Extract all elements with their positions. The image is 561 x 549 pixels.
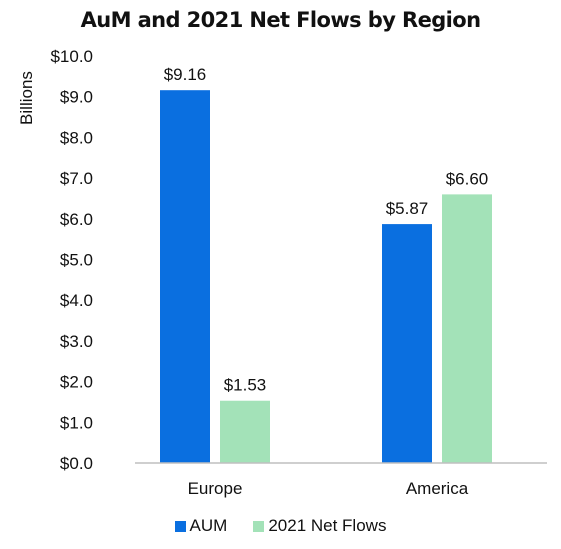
legend-item-net-flows: 2021 Net Flows [253,516,386,536]
legend-label-aum: AUM [189,516,228,535]
data-label: $1.53 [224,376,267,395]
bar-1-0 [220,400,270,463]
y-tick-label: $6.0 [60,210,93,229]
x-tick-label: America [406,479,469,498]
legend-label-net-flows: 2021 Net Flows [268,516,387,535]
y-tick-label: $1.0 [60,413,93,432]
legend: AUM 2021 Net Flows [0,516,561,536]
data-label: $9.16 [164,65,207,84]
bar-0-1 [382,224,432,463]
y-tick-label: $3.0 [60,332,93,351]
y-tick-label: $10.0 [50,47,93,66]
data-label: $6.60 [446,169,489,188]
legend-item-aum: AUM [174,516,228,536]
y-tick-label: $7.0 [60,169,93,188]
y-tick-label: $5.0 [60,251,93,270]
bar-1-1 [442,194,492,463]
y-tick-label: $0.0 [60,454,93,473]
y-tick-label: $8.0 [60,128,93,147]
legend-swatch-net-flows [253,520,265,532]
y-tick-label: $9.0 [60,88,93,107]
y-tick-label: $2.0 [60,373,93,392]
y-axis-label: Billions [17,71,36,125]
y-tick-label: $4.0 [60,291,93,310]
data-label: $5.87 [386,199,429,218]
legend-swatch-aum [174,520,186,532]
x-tick-label: Europe [188,479,243,498]
chart-title: AuM and 2021 Net Flows by Region [80,8,481,32]
bar-0-0 [160,90,210,464]
